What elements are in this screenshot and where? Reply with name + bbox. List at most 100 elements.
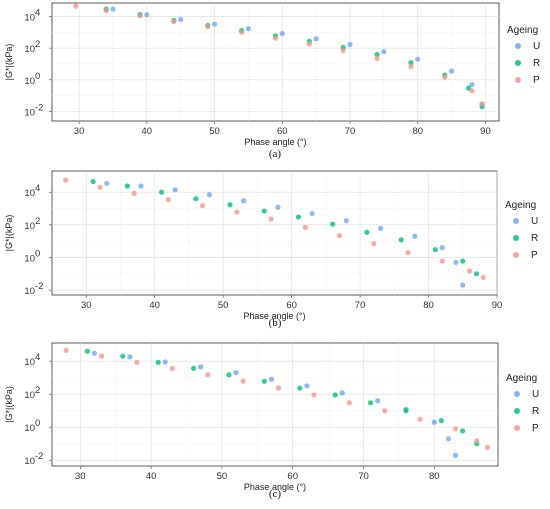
- point-P: [171, 18, 177, 25]
- legend-label-P: P: [531, 250, 538, 261]
- x-tick-label: 90: [492, 300, 503, 311]
- y-tick-label: 10: [24, 107, 35, 118]
- data-points-c: [63, 347, 490, 458]
- y-tick-label: 10: [24, 44, 35, 55]
- y-tick-label: 10: [24, 221, 35, 232]
- point-P: [417, 416, 423, 422]
- series-P: [63, 177, 486, 281]
- point-R: [297, 385, 303, 391]
- point-P: [374, 55, 380, 61]
- y-tick-exponent: 2: [35, 216, 40, 227]
- legend-label-U: U: [532, 389, 539, 400]
- y-tick-exponent: 4: [35, 352, 40, 363]
- point-U: [268, 376, 275, 382]
- y-axis-title: |G*|(kPa): [4, 386, 14, 423]
- point-P: [240, 378, 246, 384]
- y-axis-title: |G*|(kPa): [4, 44, 14, 81]
- y-tick-label: 10: [24, 390, 35, 401]
- point-P: [474, 438, 480, 444]
- chart-panel-a: 30 40 50 60 70 80 90 10 4 10 2 10 0 10 -2 Phase angle (…: [0, 0, 550, 165]
- x-tick-label: 60: [277, 126, 288, 137]
- point-P: [469, 88, 475, 94]
- point-P: [479, 101, 485, 107]
- point-U: [343, 218, 349, 224]
- y-tick-label: 10: [24, 253, 35, 264]
- y-tick-exponent: 0: [35, 71, 40, 82]
- legend-label-P: P: [533, 75, 540, 86]
- plot-area-a: [51, 2, 500, 122]
- plot-area-c: [51, 342, 499, 467]
- point-P: [200, 203, 206, 209]
- x-axis-title: Phase angle (°): [244, 137, 306, 147]
- point-U: [162, 359, 168, 365]
- point-P: [408, 63, 414, 70]
- chart-panel-c: 30 40 50 60 70 80 10 4 10 2 10 0 10 -2 Phase angle (°)…: [0, 340, 550, 509]
- y-tick-exponent: 2: [35, 39, 40, 50]
- x-tick-label: 90: [480, 126, 491, 137]
- point-U: [339, 390, 345, 396]
- x-tick-label: 40: [149, 300, 160, 311]
- point-R: [473, 271, 480, 277]
- point-U: [91, 350, 98, 356]
- point-P: [346, 400, 352, 406]
- x-tick-label: 50: [217, 471, 228, 482]
- figure-caption-a: (a): [269, 148, 282, 160]
- point-U: [104, 180, 110, 186]
- point-P: [103, 7, 109, 14]
- series-U: [110, 6, 485, 107]
- x-tick-label: 50: [218, 300, 229, 311]
- legend-swatch-U: [513, 218, 519, 224]
- x-tick-label: 60: [286, 300, 297, 311]
- y-tick-exponent: -2: [35, 281, 43, 292]
- point-R: [261, 208, 267, 214]
- point-R: [120, 353, 126, 359]
- point-P: [239, 29, 245, 35]
- point-P: [98, 353, 105, 359]
- point-U: [453, 259, 459, 265]
- point-U: [178, 16, 184, 23]
- legend-c: Ageing URP: [506, 373, 539, 434]
- point-R: [193, 196, 199, 202]
- series-U: [104, 180, 466, 288]
- point-U: [233, 370, 239, 376]
- legend-label-R: R: [533, 58, 540, 69]
- series-R: [84, 348, 480, 447]
- point-P: [97, 184, 103, 190]
- point-R: [124, 183, 130, 189]
- series-R: [90, 178, 480, 277]
- point-P: [336, 232, 343, 239]
- point-U: [138, 183, 144, 189]
- point-R: [227, 202, 233, 208]
- point-P: [169, 365, 175, 372]
- point-P: [131, 190, 137, 196]
- legend-b: Ageing URP: [505, 200, 538, 261]
- x-tick-label: 30: [74, 126, 85, 137]
- data-points-a: [73, 3, 485, 110]
- point-U: [279, 30, 285, 37]
- y-tick-label: 10: [24, 76, 35, 87]
- point-P: [272, 35, 279, 41]
- point-P: [306, 41, 312, 47]
- x-tick-label: 50: [209, 126, 220, 137]
- point-U: [445, 436, 452, 442]
- y-tick-exponent: 4: [35, 183, 40, 194]
- point-P: [268, 216, 274, 222]
- point-P: [63, 177, 69, 183]
- point-P: [205, 372, 211, 378]
- point-R: [408, 60, 414, 66]
- x-tick-label: 60: [287, 471, 298, 482]
- y-tick-exponent: 4: [35, 7, 40, 18]
- x-tick-label: 70: [358, 471, 369, 482]
- legend-swatch-R: [515, 60, 521, 66]
- point-U: [304, 383, 310, 389]
- legend-label-P: P: [532, 423, 539, 434]
- x-tick-label: 80: [412, 126, 423, 137]
- legend-label-U: U: [533, 41, 540, 52]
- point-U: [127, 354, 133, 360]
- point-R: [460, 258, 466, 264]
- point-U: [241, 198, 247, 204]
- point-P: [63, 347, 69, 353]
- legend-label-U: U: [531, 216, 538, 227]
- point-U: [452, 452, 459, 458]
